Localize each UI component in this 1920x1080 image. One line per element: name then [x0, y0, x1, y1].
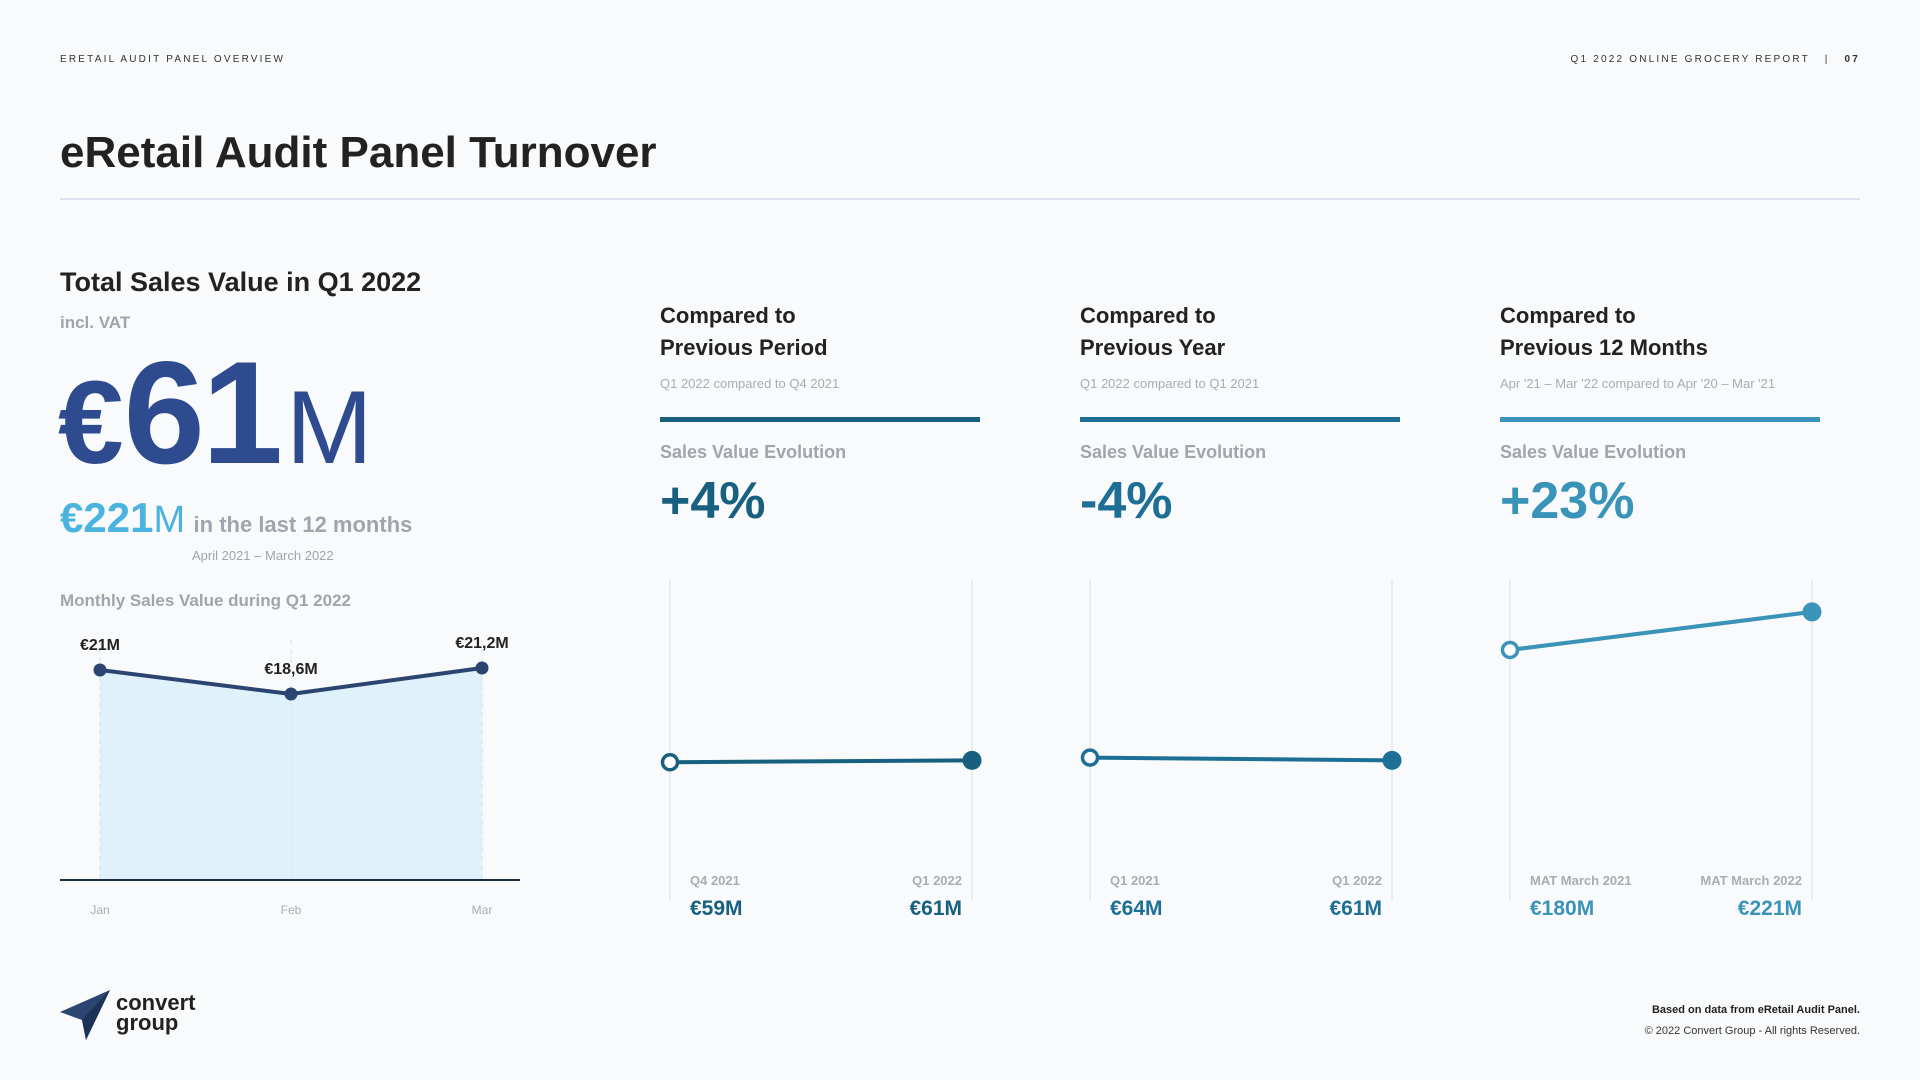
total-value-unit: M	[286, 370, 373, 486]
end-value-label: €61M	[1329, 897, 1382, 920]
report-kicker-right: Q1 2022 ONLINE GROCERY REPORT | 07	[1571, 54, 1860, 65]
series-line	[1089, 755, 1393, 763]
vat-note: incl. VAT	[60, 313, 131, 332]
comparison-accent-bar	[1500, 417, 1820, 422]
metric-label: Sales Value Evolution	[1500, 442, 1687, 462]
convert-group-logo-text: convert group	[116, 990, 196, 1035]
page-title: eRetail Audit Panel Turnover	[60, 128, 657, 177]
comparison-accent-bar	[1080, 417, 1400, 422]
metric-label: Sales Value Evolution	[1080, 442, 1267, 462]
data-point-jan	[93, 663, 107, 677]
x-tick-label: Feb	[281, 903, 302, 917]
start-value-label: €64M	[1110, 897, 1163, 920]
x-tick-label: Mar	[472, 903, 493, 917]
total-sales-value: €61M	[58, 340, 373, 486]
start-value-label: €59M	[690, 897, 743, 920]
change-percent: +4%	[660, 472, 766, 530]
data-point-end	[1802, 602, 1822, 622]
last12-value: €221	[60, 494, 154, 541]
last12-range: April 2021 – March 2022	[192, 548, 334, 563]
end-value-label: €221M	[1738, 897, 1802, 920]
data-label: €21M	[80, 637, 120, 654]
area-fill	[100, 668, 482, 880]
series-line	[669, 758, 973, 765]
data-label: €18,6M	[264, 661, 317, 678]
series-line	[1509, 609, 1813, 652]
last12-text: in the last 12 months	[193, 512, 413, 537]
data-point-end	[962, 750, 982, 770]
comparison-heading: Compared to Previous Period	[660, 303, 828, 360]
comparison-subtitle: Q1 2022 compared to Q4 2021	[660, 376, 840, 391]
start-period-label: Q4 2021	[690, 873, 740, 888]
change-percent: -4%	[1080, 472, 1173, 530]
currency-symbol: €	[58, 357, 124, 489]
comparison-previous-year: Compared to Previous Year Q1 2022 compar…	[1080, 300, 1410, 531]
monthly-sales-chart: €21M Jan €18,6M Feb €21,2M Mar	[60, 635, 520, 917]
page-number: 07	[1844, 54, 1860, 65]
convert-group-logo-icon	[60, 990, 110, 1040]
copyright: © 2022 Convert Group - All rights Reserv…	[1644, 1025, 1860, 1037]
data-source-note: Based on data from eRetail Audit Panel.	[1651, 1004, 1860, 1016]
report-name: Q1 2022 ONLINE GROCERY REPORT	[1570, 54, 1810, 65]
comparison-subtitle: Apr '21 – Mar '22 compared to Apr '20 – …	[1500, 376, 1776, 391]
data-point-mar	[475, 661, 489, 675]
x-tick-label: Jan	[90, 903, 109, 917]
start-period-label: Q1 2021	[1110, 873, 1160, 888]
start-value-label: €180M	[1530, 897, 1594, 920]
previous-12-months-chart: MAT March 2021 MAT March 2022 €180M €221M	[1500, 580, 1822, 920]
end-period-label: Q1 2022	[1332, 873, 1382, 888]
metric-label: Sales Value Evolution	[660, 442, 847, 462]
previous-year-chart: Q1 2021 Q1 2022 €64M €61M	[1080, 580, 1402, 920]
separator: |	[1824, 54, 1830, 65]
data-point-start	[1080, 748, 1100, 767]
summary-heading: Total Sales Value in Q1 2022	[60, 267, 422, 297]
monthly-heading: Monthly Sales Value during Q1 2022	[60, 591, 351, 610]
comparison-heading: Compared to Previous Year	[1080, 303, 1226, 360]
comparison-previous-12-months: Compared to Previous 12 Months Apr '21 –…	[1500, 300, 1840, 531]
end-period-label: Q1 2022	[912, 873, 962, 888]
change-percent: +23%	[1500, 472, 1635, 530]
title-divider	[60, 198, 1860, 200]
data-point-start	[1500, 640, 1520, 660]
end-value-label: €61M	[909, 897, 962, 920]
comparison-subtitle: Q1 2022 compared to Q1 2021	[1080, 376, 1260, 391]
data-label: €21,2M	[455, 635, 508, 652]
start-period-label: MAT March 2021	[1530, 873, 1632, 888]
data-point-end	[1382, 750, 1402, 770]
comparison-accent-bar	[660, 417, 980, 422]
last12-unit: M	[153, 499, 186, 541]
data-point-start	[660, 752, 680, 772]
last-12-months: €221M in the last 12 months	[60, 494, 412, 542]
data-point-feb	[284, 687, 298, 701]
report-kicker: ERETAIL AUDIT PANEL OVERVIEW	[60, 54, 286, 65]
total-value-number: 61	[123, 331, 283, 494]
end-period-label: MAT March 2022	[1700, 873, 1802, 888]
previous-period-chart: Q4 2021 Q1 2022 €59M €61M	[660, 580, 982, 920]
comparison-heading: Compared to Previous 12 Months	[1500, 303, 1708, 360]
comparison-previous-period: Compared to Previous Period Q1 2022 comp…	[660, 300, 990, 531]
